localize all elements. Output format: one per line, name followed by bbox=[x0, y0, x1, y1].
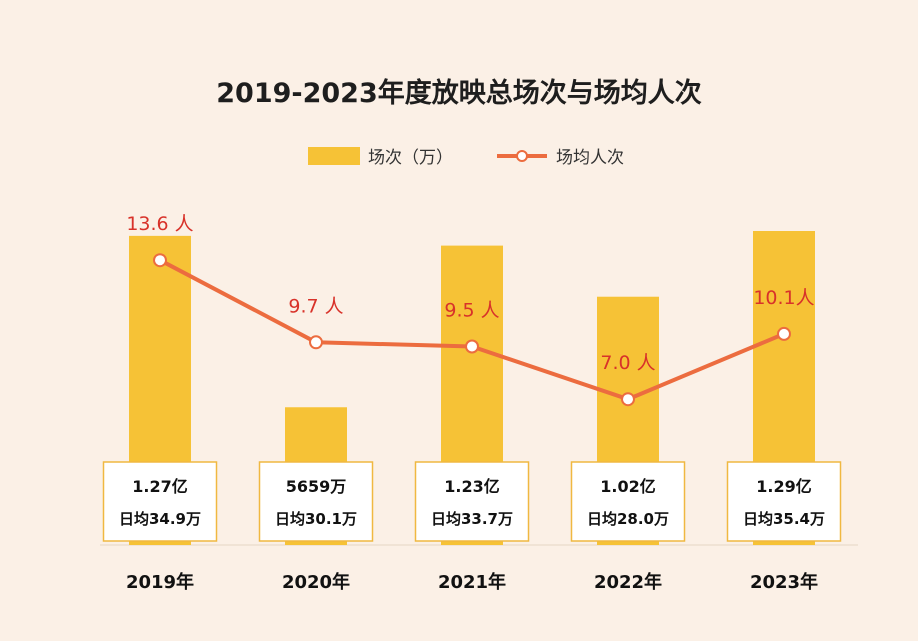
x-tick-label-5: 2023年 bbox=[750, 571, 818, 593]
bar-value-label-2: 5659万 bbox=[286, 477, 347, 496]
value-box-1 bbox=[102, 461, 218, 542]
line-value-label-1: 13.6 人 bbox=[126, 213, 193, 235]
x-tick-label-3: 2021年 bbox=[438, 571, 506, 593]
line-value-label-2: 9.7 人 bbox=[288, 295, 343, 317]
line-point-2 bbox=[309, 335, 323, 350]
bar-sub-label-2: 日均30.1万 bbox=[275, 510, 357, 528]
line-point-5 bbox=[777, 326, 791, 341]
line-value-label-5: 10.1人 bbox=[753, 287, 814, 309]
bar-sub-label-4: 日均28.0万 bbox=[587, 510, 669, 528]
legend-bar-label: 场次（万） bbox=[368, 148, 453, 168]
bar-value-label-1: 1.27亿 bbox=[132, 477, 187, 496]
line-value-label-3: 9.5 人 bbox=[444, 300, 499, 322]
chart-title: 2019-2023年度放映总场次与场均人次 bbox=[216, 77, 702, 109]
legend-line-label: 场均人次 bbox=[556, 148, 624, 168]
value-box-3 bbox=[414, 461, 530, 542]
bar-value-label-4: 1.02亿 bbox=[600, 477, 655, 496]
value-box-2 bbox=[258, 461, 374, 542]
bar-sub-label-1: 日均34.9万 bbox=[119, 510, 201, 528]
x-tick-label-2: 2020年 bbox=[282, 571, 350, 593]
x-tick-label-4: 2022年 bbox=[594, 571, 662, 593]
x-tick-label-1: 2019年 bbox=[126, 571, 194, 593]
line-point-1 bbox=[153, 253, 167, 268]
bar-sub-label-5: 日均35.4万 bbox=[743, 510, 825, 528]
legend-bar-swatch bbox=[308, 147, 360, 165]
bar-value-label-3: 1.23亿 bbox=[444, 477, 499, 496]
line-point-4 bbox=[621, 392, 635, 407]
value-box-4 bbox=[570, 461, 686, 542]
line-point-3 bbox=[465, 339, 479, 354]
line-value-label-4: 7.0 人 bbox=[600, 352, 655, 374]
value-box-5 bbox=[726, 461, 842, 542]
legend-line-marker bbox=[516, 150, 528, 162]
bar-value-label-5: 1.29亿 bbox=[756, 477, 811, 496]
bar-sub-label-3: 日均33.7万 bbox=[431, 510, 513, 528]
